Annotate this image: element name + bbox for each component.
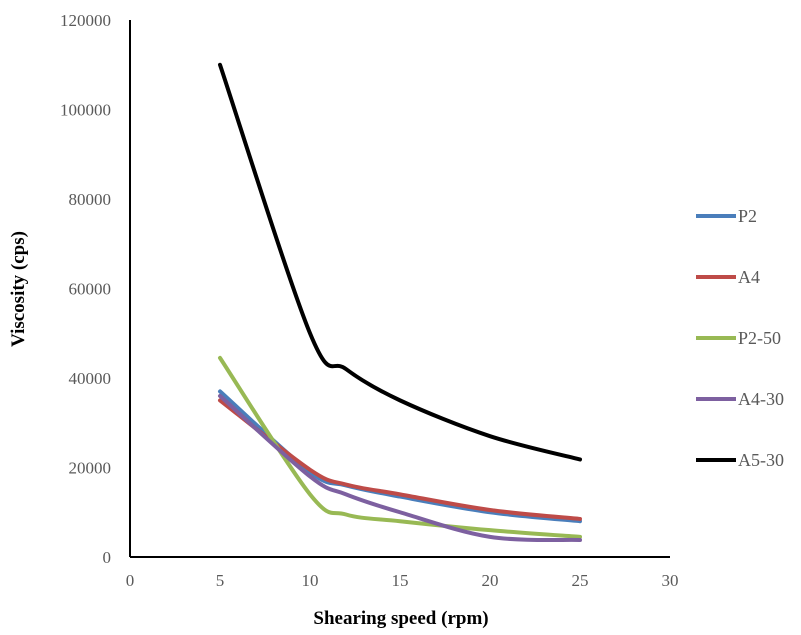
series-line-a4	[218, 398, 582, 521]
x-axis-title: Shearing speed (rpm)	[313, 608, 488, 629]
x-tick-label: 15	[392, 571, 409, 590]
legend-label-p2: P2	[738, 206, 757, 226]
y-tick-label: 80000	[69, 190, 112, 209]
series-line-p2	[218, 389, 582, 524]
x-tick-label: 10	[302, 571, 319, 590]
x-tick-label: 0	[126, 571, 135, 590]
y-tick-label: 20000	[69, 459, 112, 478]
x-tick-labels: 0 5 10 15 20 25 30	[126, 571, 679, 590]
legend-label-p2-50: P2-50	[738, 328, 781, 348]
legend-label-a4: A4	[738, 267, 760, 287]
y-tick-labels: 0 20000 40000 60000 80000 100000 120000	[60, 11, 111, 567]
legend: P2 A4 P2-50 A4-30 A5-30	[696, 206, 784, 470]
y-axis-title: Viscosity (cps)	[8, 231, 29, 347]
series-line-a5-30	[218, 62, 582, 462]
x-tick-label: 30	[662, 571, 679, 590]
y-tick-label: 120000	[60, 11, 111, 30]
y-tick-label: 0	[103, 548, 112, 567]
legend-label-a4-30: A4-30	[738, 389, 784, 409]
y-tick-label: 60000	[69, 280, 112, 299]
y-tick-label: 40000	[69, 369, 112, 388]
axes	[129, 20, 670, 558]
x-tick-label: 20	[482, 571, 499, 590]
x-tick-label: 5	[216, 571, 225, 590]
y-tick-label: 100000	[60, 101, 111, 120]
plot-area	[218, 62, 582, 542]
x-tick-label: 25	[572, 571, 589, 590]
series-line-a4-30	[218, 393, 582, 542]
legend-label-a5-30: A5-30	[738, 450, 784, 470]
